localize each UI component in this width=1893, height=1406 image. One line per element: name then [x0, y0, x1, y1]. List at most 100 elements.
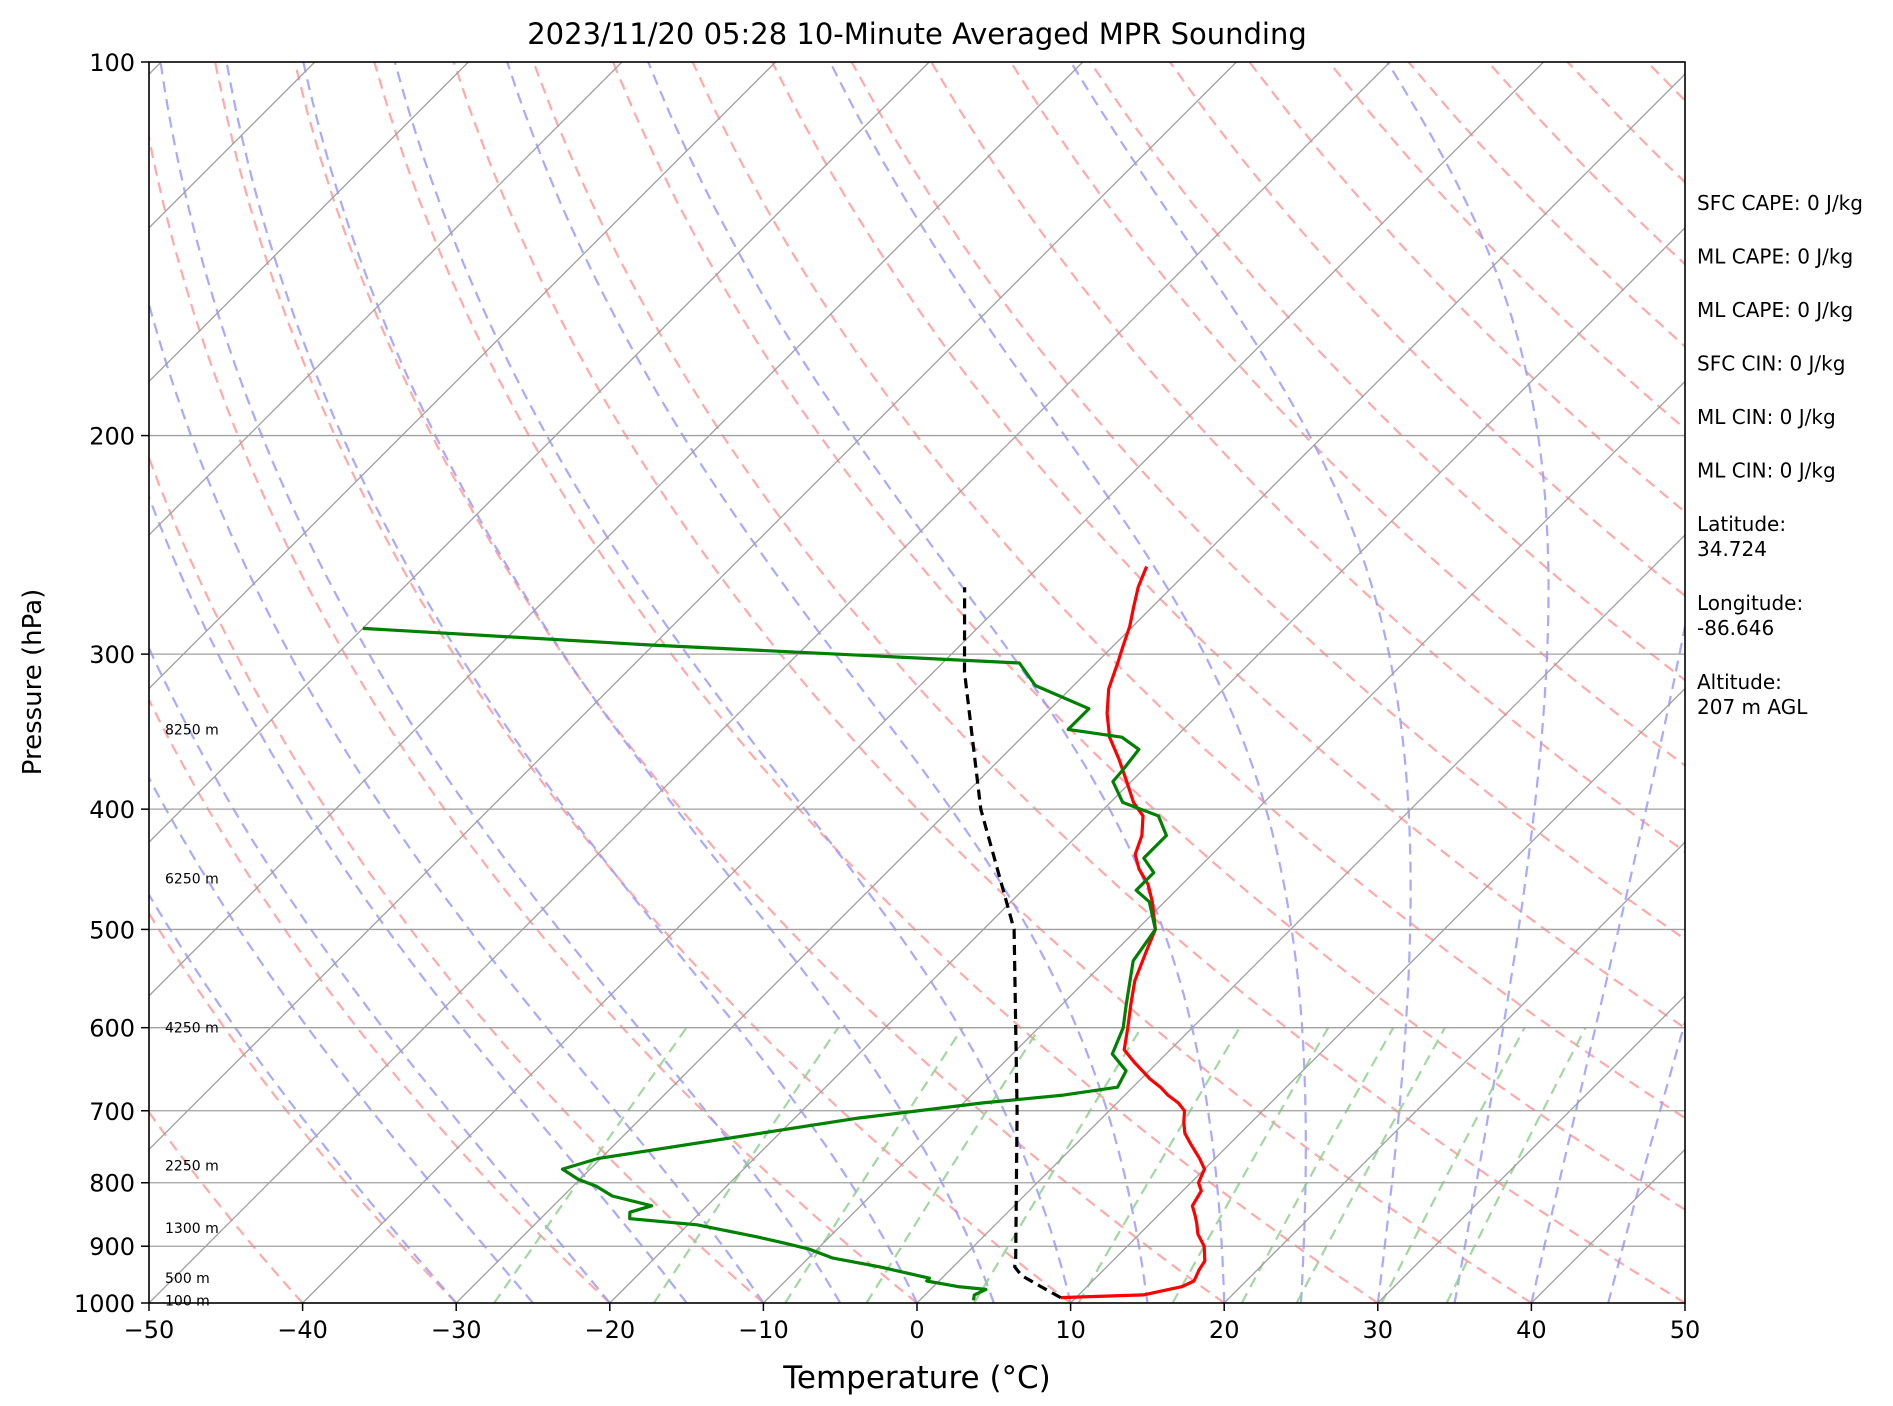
dry-adiabat-line: [850, 62, 1685, 941]
dry-adiabat-line: [293, 62, 1225, 1303]
dry-adiabat-line: [149, 697, 611, 1303]
mixing-ratio-lines: [493, 1027, 1587, 1303]
chart-title: 2023/11/20 05:28 10-Minute Averaged MPR …: [527, 17, 1307, 51]
height-label: 4250 m: [165, 1021, 219, 1037]
y-tick-label: 400: [89, 796, 135, 824]
mixing-ratio-line: [652, 1027, 840, 1303]
x-tick-label: −30: [431, 1316, 482, 1344]
height-labels: 8250 m 6250 m 4250 m 2250 m 1300 m 500 m 100 m: [165, 722, 219, 1309]
dry-adiabat-line: [691, 62, 1685, 1120]
moist-adiabat-line: [1386, 62, 1550, 1303]
temperature-line: [1060, 565, 1207, 1300]
x-tick-label: 0: [909, 1316, 924, 1344]
dry-adiabat-line: [149, 1110, 304, 1303]
height-label: 8250 m: [165, 722, 219, 738]
mixing-ratio-line: [973, 1027, 1143, 1303]
dry-adiabat-line: [373, 62, 1379, 1303]
stat-longitude-line: -86.646: [1697, 616, 1774, 640]
moist-adiabat-line: [506, 62, 1149, 1303]
isotherm-line: [762, 380, 1685, 1303]
dry-adiabat-line: [930, 62, 1685, 854]
mixing-ratio-line: [1171, 1027, 1330, 1303]
stat-ml_cin: ML CIN: 0 J/kg: [1697, 405, 1836, 429]
mixing-ratio-line: [493, 1027, 688, 1303]
y-tick-label: 900: [89, 1233, 135, 1261]
x-tick-label: 20: [1209, 1316, 1240, 1344]
dry-adiabat-line: [149, 454, 765, 1303]
dry-adiabat-line: [149, 911, 457, 1303]
stats-panel: SFC CAPE: 0 J/kg ML CAPE: 0 J/kg ML CAPE: …: [1697, 191, 1863, 719]
x-axis-ticks: −50 −40 −30 −20 −10 0 10 20 30 40 50: [124, 1303, 1700, 1344]
dry-adiabat-line: [452, 62, 1532, 1303]
stat-longitude-line: Longitude:: [1697, 591, 1803, 615]
isotherms: [0, 62, 1685, 1303]
isotherm-line: [149, 62, 623, 536]
stat-altitude-line: Altitude:: [1697, 670, 1782, 694]
stat-ml_cape: ML CAPE: 0 J/kg: [1697, 245, 1853, 269]
y-tick-label: 600: [89, 1015, 135, 1043]
dry-adiabat-line: [532, 62, 1685, 1303]
x-tick-label: 30: [1363, 1316, 1394, 1344]
height-label: 1300 m: [165, 1221, 219, 1237]
height-label: 2250 m: [165, 1159, 219, 1175]
moist-adiabat-line: [149, 775, 534, 1303]
dry-adiabat-line: [611, 62, 1685, 1211]
isotherm-line: [149, 62, 1391, 1303]
y-tick-label: 100: [89, 49, 135, 77]
dry-adiabat-line: [214, 62, 1072, 1303]
stat-latitude-line: 34.724: [1697, 537, 1767, 561]
mixing-ratio-line: [1077, 1027, 1241, 1303]
moist-adiabat-line: [1607, 1018, 1685, 1303]
moist-adiabat-line: [149, 645, 611, 1303]
stat-ml_cin_2: ML CIN: 0 J/kg: [1697, 459, 1836, 483]
moist-adiabat-line: [225, 62, 918, 1303]
y-tick-label: 200: [89, 423, 135, 451]
plot-area: [0, 62, 1685, 1303]
x-tick-label: 40: [1516, 1316, 1547, 1344]
y-tick-label: 300: [89, 641, 135, 669]
height-label: 6250 m: [165, 872, 219, 888]
moist-adiabat-line: [149, 300, 765, 1303]
y-axis-label: Pressure (hPa): [18, 589, 48, 776]
isotherm-line: [455, 73, 1685, 1303]
isotherm-line: [1377, 994, 1685, 1303]
isotherm-line: [916, 534, 1685, 1303]
mixing-ratio-line: [865, 1027, 1041, 1303]
mixing-ratio-line: [1295, 1027, 1446, 1303]
isotherm-line: [1223, 841, 1685, 1303]
moist-adiabat-line: [302, 62, 995, 1303]
x-tick-label: −10: [738, 1316, 789, 1344]
dewpoint-line: [362, 626, 1169, 1301]
moist-adiabat-line: [149, 892, 458, 1303]
moist-adiabat-line: [1530, 620, 1685, 1303]
x-tick-label: −50: [124, 1316, 175, 1344]
isobars: [149, 434, 1685, 1247]
sounding-series: [362, 565, 1207, 1301]
y-tick-label: 1000: [74, 1290, 135, 1318]
dry-adiabat-line: [1169, 62, 1685, 598]
stat-sfc_cin: SFC CIN: 0 J/kg: [1697, 352, 1845, 376]
isotherm-line: [302, 62, 1545, 1303]
isotherm-line: [609, 226, 1685, 1303]
y-tick-label: 800: [89, 1170, 135, 1198]
x-tick-label: −20: [584, 1316, 635, 1344]
isotherm-line: [149, 62, 1237, 1151]
plot-frame: [148, 61, 1686, 1304]
y-axis-ticks: 100 200 300 400 500 600 700 800 900 1000: [74, 49, 149, 1318]
y-tick-label: 500: [89, 916, 135, 944]
isotherm-line: [149, 62, 777, 690]
x-tick-label: 10: [1055, 1316, 1086, 1344]
moist-adiabat-line: [829, 62, 1307, 1303]
isotherm-line: [0, 62, 8, 1303]
moist-adiabat-line: [149, 494, 688, 1303]
height-label: 500 m: [165, 1271, 210, 1287]
dry-adiabat-line: [149, 131, 918, 1303]
mixing-ratio-line: [784, 1027, 964, 1303]
height-label: 100 m: [165, 1293, 210, 1309]
parcel-line: [962, 587, 1062, 1299]
moist-adiabat-line: [393, 62, 1072, 1303]
isotherm-line: [149, 62, 1084, 997]
isotherm-line: [1070, 687, 1685, 1303]
x-tick-label: −40: [277, 1316, 328, 1344]
